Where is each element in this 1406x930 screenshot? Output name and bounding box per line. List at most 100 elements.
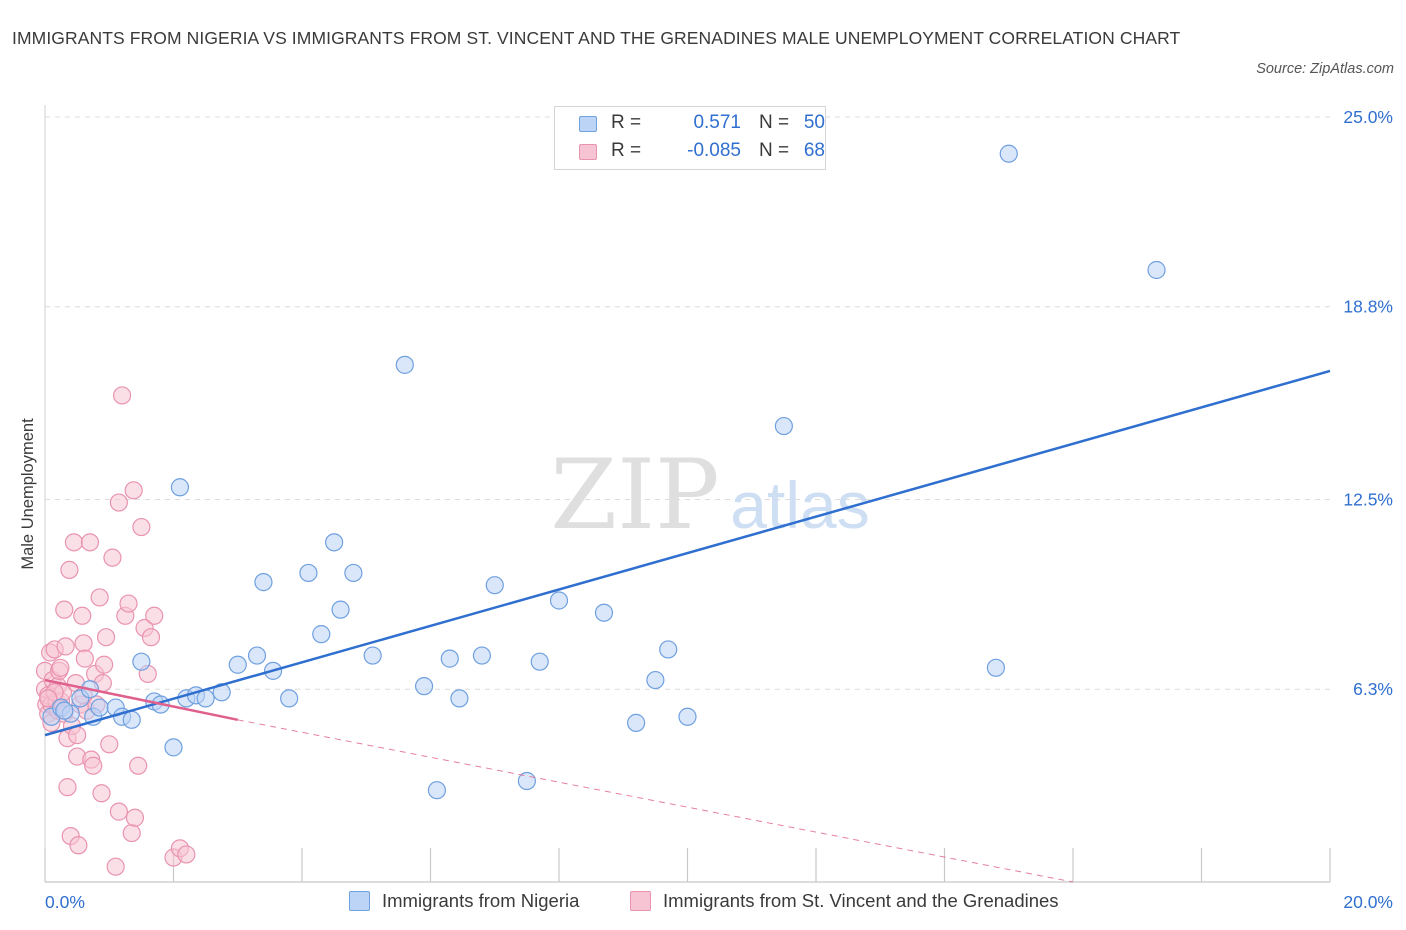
nigeria-point [659,640,678,659]
stvincent-trend-line [44,678,239,722]
legend-r-label: R = [611,112,642,133]
bottom-legend-label-stvincent: Immigrants from St. Vincent and the Gren… [663,890,1059,911]
y-tick-label: 6.3% [1353,679,1393,699]
nigeria-point [485,576,504,595]
nigeria-point [530,652,549,671]
bottom-legend-label-nigeria: Immigrants from Nigeria [382,890,580,911]
nigeria-point [331,600,350,619]
stvincent-point [64,533,84,552]
nigeria-point [280,689,299,708]
x-tick-label-max: 20.0% [1343,892,1393,912]
watermark-atlas: atlas [730,468,869,542]
stvincent-point [106,857,125,876]
nigeria-point [594,603,614,622]
nigeria-point [440,649,459,668]
stvincent-point [122,823,141,843]
stvincent-point [69,836,88,855]
stvincent-point [145,606,164,625]
y-tick-label: 18.8% [1343,297,1393,317]
nigeria-point [549,591,569,610]
stvincent-point [90,588,109,607]
stvincent-point [95,655,114,674]
nigeria-point [1147,260,1166,280]
nigeria-point [678,707,697,726]
stvincent-point [74,634,93,653]
nigeria-point [299,563,318,583]
correlation-legend: R = 0.571 N = 50 R = -0.085 N = 68 [554,106,826,170]
stvincent-point [84,756,103,775]
stvincent-point [56,637,75,656]
stvincent-point [39,689,58,708]
bottom-legend-swatch-pink [630,891,651,911]
stvincent-point [92,784,111,803]
nigeria-trend-line [44,369,1331,737]
stvincent-point [119,594,138,613]
watermark-zip: ZIP [550,439,719,551]
nigeria-point [395,355,414,374]
nigeria-point [626,713,646,732]
nigeria-point [312,625,331,644]
nigeria-point [646,670,665,690]
nigeria-point [228,655,247,674]
legend-n-value-nigeria: 50 [803,112,825,133]
stvincent-point [129,756,148,775]
nigeria-point [344,563,363,583]
stvincent-point [68,726,87,745]
stvincent-point [73,606,92,625]
stvincent-point [96,628,116,647]
y-axis-label: Male Unemployment [19,418,37,570]
stvincent-point [60,560,79,579]
stvincent-point [125,808,145,827]
stvincent-point [141,628,161,647]
nigeria-point [472,646,491,665]
legend-swatch-blue [579,116,597,132]
legend-r-label: R = [611,140,642,161]
y-tick-label: 12.5% [1343,490,1393,510]
nigeria-point [170,478,190,497]
nigeria-point [450,689,469,708]
stvincent-point [51,658,70,677]
nigeria-point [132,652,151,671]
nigeria-point [55,701,74,720]
stvincent-point [132,517,151,537]
x-tick-label-min: 0.0% [45,892,85,912]
legend-n-label: N = [759,140,790,161]
nigeria-point [414,677,434,696]
stvincent-point [58,778,77,797]
nigeria-point [774,416,793,436]
legend-r-value-nigeria: 0.571 [693,112,741,133]
nigeria-point [999,144,1018,163]
stvincent-point [109,493,128,512]
stvincent-point [109,802,128,821]
stvincent-point [80,533,100,552]
y-tick-labels: 6.3% 12.5% 18.8% 25.0% [1343,107,1393,699]
stvincent-point [55,600,74,619]
nigeria-point [325,533,344,552]
nigeria-point [986,658,1006,677]
stvincent-point [100,735,119,754]
legend-n-value-stvincent: 68 [803,140,825,161]
nigeria-point [363,646,382,665]
gridlines [45,116,1330,690]
stvincent-point [112,386,132,405]
chart-title: IMMIGRANTS FROM NIGERIA VS IMMIGRANTS FR… [12,28,1181,48]
stvincent-point [177,845,196,864]
stvincent-point [75,649,94,668]
nigeria-point [247,646,267,665]
nigeria-point [427,781,447,800]
legend-n-label: N = [759,112,790,133]
legend-swatch-pink [579,144,597,160]
legend-r-value-stvincent: -0.085 [687,140,741,161]
nigeria-point [164,738,183,757]
stvincent-trend-extension [237,719,1074,883]
source-label: Source: ZipAtlas.com [1256,61,1394,77]
nigeria-point [122,710,141,729]
stvincent-point [103,548,122,567]
stvincent-point [124,481,143,500]
bottom-legend-swatch-blue [349,891,370,911]
nigeria-point [90,698,109,717]
nigeria-point [254,573,273,592]
series-nigeria-points [42,144,1166,800]
trend-lines [44,369,1331,883]
